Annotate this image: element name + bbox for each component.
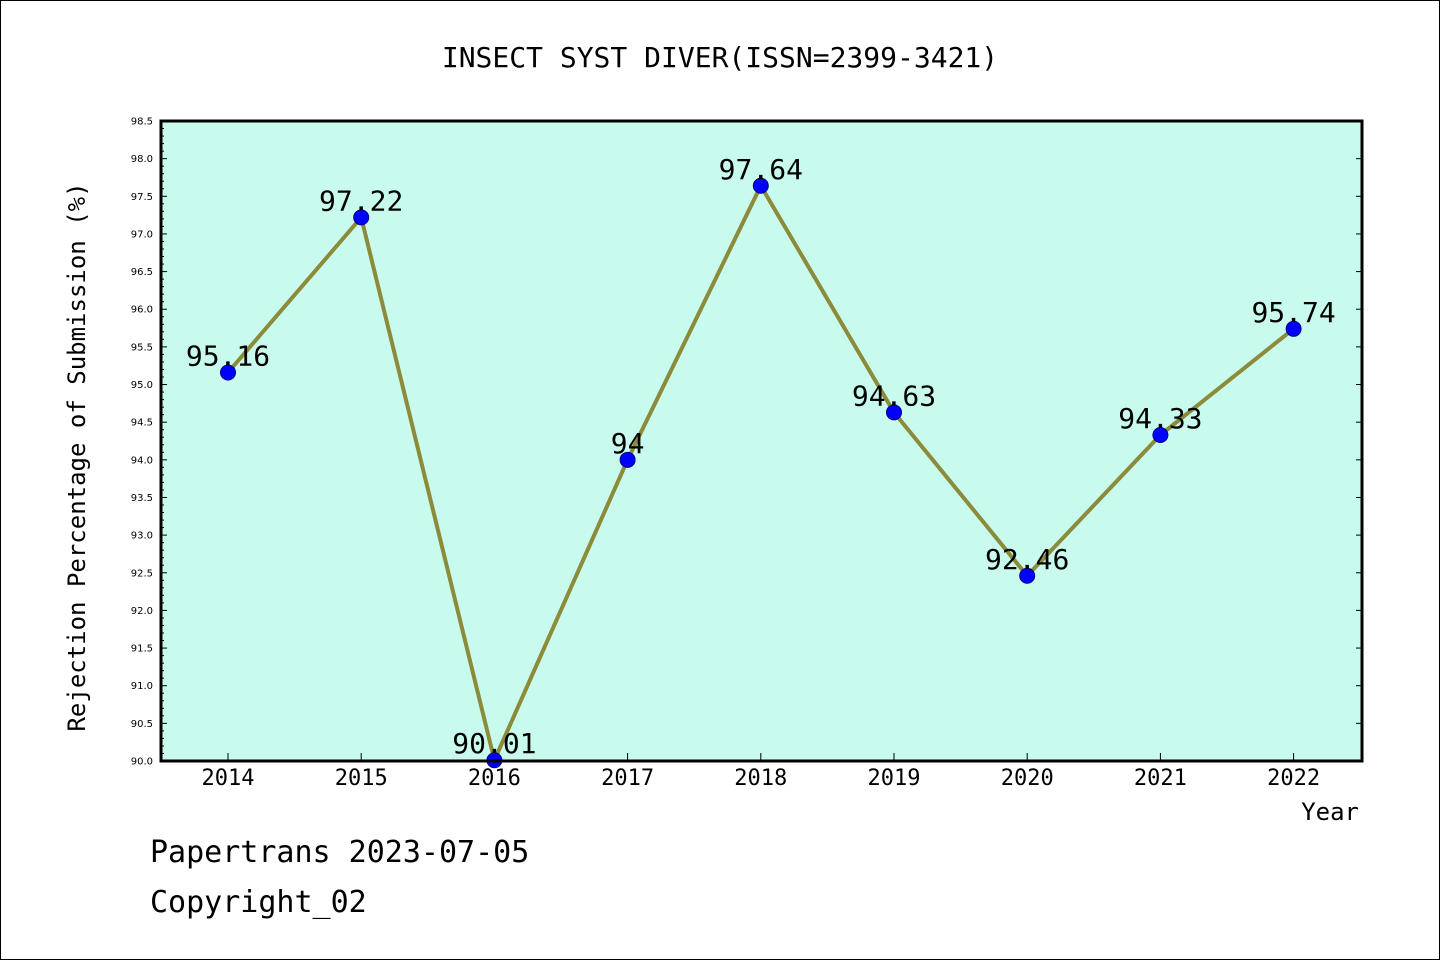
- x-tick-label: 2020: [1001, 766, 1054, 791]
- y-tick-label: 94.0: [131, 455, 153, 466]
- data-point: [1019, 567, 1036, 584]
- data-point: [886, 404, 902, 421]
- y-tick-label: 93.5: [131, 493, 153, 504]
- x-tick-label: 2017: [601, 766, 654, 791]
- data-point: [1152, 426, 1169, 443]
- footer-copyright: Copyright_02: [150, 885, 367, 920]
- y-tick-label: 97.0: [131, 229, 153, 240]
- data-point: [220, 364, 236, 381]
- x-tick-label: 2014: [202, 766, 255, 791]
- data-point: [1285, 320, 1302, 337]
- y-tick-label: 90.5: [131, 719, 153, 730]
- y-tick-label: 96.5: [131, 267, 153, 278]
- data-point: [619, 451, 636, 468]
- x-tick-label: 2018: [734, 766, 787, 791]
- data-label: 94.33: [1118, 402, 1202, 435]
- y-tick-label: 91.5: [131, 644, 153, 655]
- y-tick-label: 98.5: [131, 117, 153, 128]
- data-label: 97.64: [719, 153, 803, 186]
- series-layer: [220, 177, 1302, 769]
- data-label: 97.22: [319, 184, 403, 217]
- y-tick-label: 95.0: [131, 380, 153, 391]
- x-tick-label: 2022: [1267, 766, 1320, 791]
- x-tick-label: 2016: [468, 766, 521, 791]
- data-label: 94.63: [852, 379, 936, 412]
- y-axis: 90.0 90.5 91.0 91.5 92.0 92.5 93.0 93.5 94.0 94.5…: [131, 117, 1362, 768]
- data-point: [752, 177, 769, 194]
- x-tick-label: 2021: [1134, 766, 1187, 791]
- data-label: 94: [611, 427, 645, 460]
- y-tick-label: 91.0: [131, 681, 153, 692]
- x-tick-label: 2019: [868, 766, 921, 791]
- y-axis-title: Rejection Percentage of Submission (%): [63, 182, 91, 731]
- chart-title: INSECT SYST DIVER(ISSN=2399-3421): [442, 41, 998, 74]
- x-axis: 2014 2015 2016 2017 2018 2019 2020 2021 2022: [202, 753, 1320, 791]
- data-label: 92.46: [985, 543, 1069, 576]
- x-axis-title: Year: [1301, 798, 1359, 826]
- y-tick-label: 93.0: [131, 531, 153, 542]
- y-tick-label: 92.5: [131, 568, 153, 579]
- data-labels: 95.16 97.22 90.01 94 97.64 94.63 92.46 94.33 95.…: [186, 153, 1336, 760]
- footer-date: Papertrans 2023-07-05: [150, 835, 530, 870]
- data-label: 90.01: [452, 727, 536, 760]
- y-tick-label: 97.5: [131, 192, 153, 203]
- y-tick-label: 92.0: [131, 606, 153, 617]
- data-label: 95.16: [186, 339, 270, 372]
- data-point: [353, 209, 370, 226]
- x-tick-label: 2015: [335, 766, 388, 791]
- y-tick-label: 98.0: [131, 154, 153, 165]
- plot-frame: [159, 119, 1364, 763]
- data-label: 95.74: [1251, 296, 1335, 329]
- y-tick-label: 94.5: [131, 418, 153, 429]
- y-tick-label: 96.0: [131, 305, 153, 316]
- y-tick-label: 95.5: [131, 342, 153, 353]
- y-tick-label: 90.0: [131, 757, 153, 768]
